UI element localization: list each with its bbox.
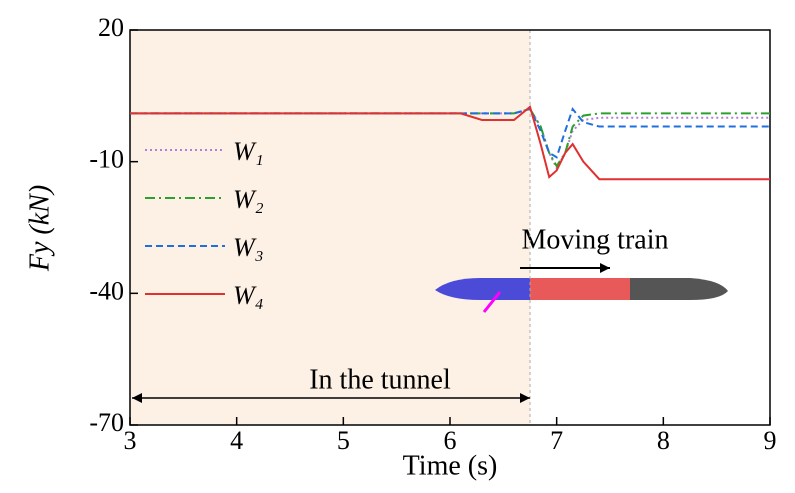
legend-label: W₃ bbox=[233, 233, 264, 262]
chart: Time (s) Fy (kN) In the tunnel Moving tr… bbox=[0, 0, 795, 493]
x-tick-label: 8 bbox=[657, 426, 670, 455]
x-tick-label: 4 bbox=[230, 426, 243, 455]
train-annotation: Moving train bbox=[522, 224, 669, 255]
x-axis-label: Time (s) bbox=[403, 450, 498, 481]
y-tick-label: -40 bbox=[89, 276, 124, 305]
train-middle bbox=[530, 278, 630, 300]
y-tick-label: -10 bbox=[89, 145, 124, 174]
x-tick-label: 6 bbox=[444, 426, 457, 455]
x-tick-label: 3 bbox=[124, 426, 137, 455]
legend-label: W₁ bbox=[233, 137, 264, 166]
tunnel-annotation: In the tunnel bbox=[309, 364, 451, 395]
x-tick-label: 5 bbox=[337, 426, 350, 455]
y-axis-label: Fy (kN) bbox=[24, 185, 55, 272]
x-tick-label: 7 bbox=[550, 426, 563, 455]
y-tick-label: 20 bbox=[98, 13, 124, 42]
legend-label: W₄ bbox=[233, 281, 264, 310]
train-tail bbox=[630, 278, 728, 300]
train-arrow-head bbox=[600, 263, 610, 273]
y-tick-label: -70 bbox=[89, 408, 124, 437]
legend-label: W₂ bbox=[233, 185, 264, 214]
x-tick-label: 9 bbox=[764, 426, 777, 455]
